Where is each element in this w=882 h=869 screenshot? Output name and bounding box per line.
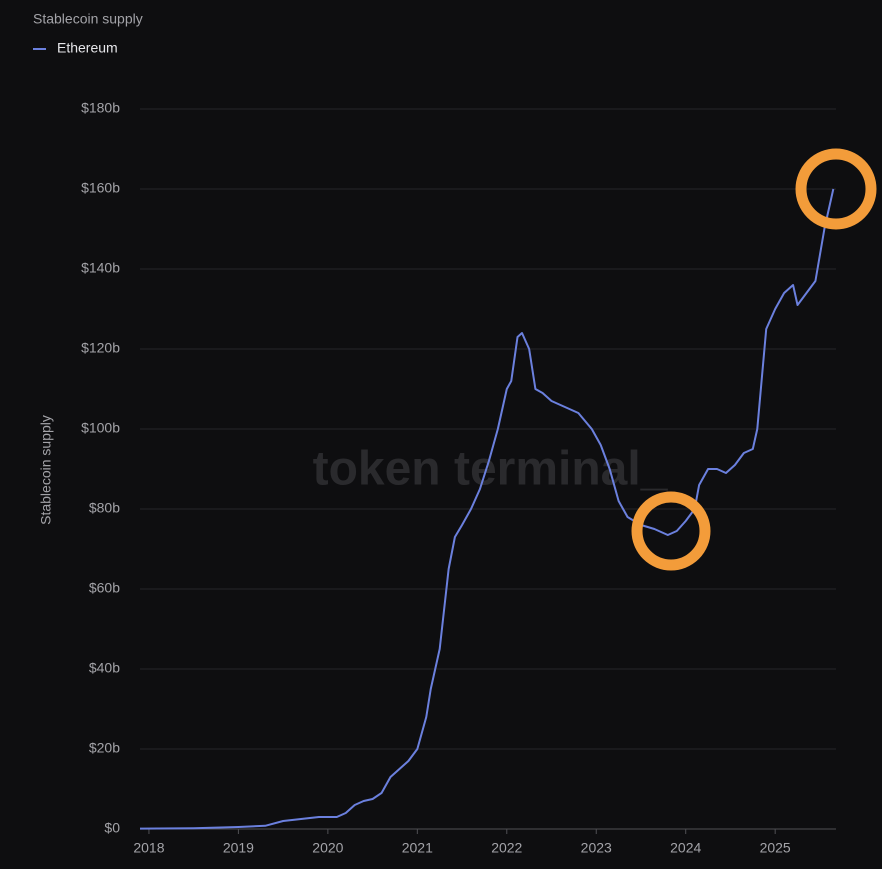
- y-tick-label: $180b: [81, 100, 120, 116]
- y-tick-label: $140b: [81, 260, 120, 276]
- x-tick-label: 2022: [491, 840, 522, 856]
- y-tick-label: $100b: [81, 420, 120, 436]
- x-tick-label: 2018: [133, 840, 164, 856]
- y-tick-label: $80b: [89, 500, 120, 516]
- x-tick-label: 2024: [670, 840, 701, 856]
- y-tick-label: $120b: [81, 340, 120, 356]
- highlight-circle: [631, 491, 711, 571]
- highlight-circle: [795, 148, 877, 230]
- legend-label[interactable]: Ethereum: [57, 40, 118, 56]
- x-tick-label: 2021: [402, 840, 433, 856]
- x-tick-label: 2020: [312, 840, 343, 856]
- x-tick-label: 2025: [760, 840, 791, 856]
- x-tick-label: 2023: [581, 840, 612, 856]
- series-line: [139, 188, 835, 830]
- x-tick-label: 2019: [223, 840, 254, 856]
- y-tick-label: $0: [104, 820, 120, 836]
- y-tick-label: $20b: [89, 740, 120, 756]
- chart-title: Stablecoin supply: [33, 11, 143, 27]
- y-tick-label: $40b: [89, 660, 120, 676]
- y-axis-label: Stablecoin supply: [38, 415, 54, 525]
- y-tick-label: $60b: [89, 580, 120, 596]
- y-tick-label: $160b: [81, 180, 120, 196]
